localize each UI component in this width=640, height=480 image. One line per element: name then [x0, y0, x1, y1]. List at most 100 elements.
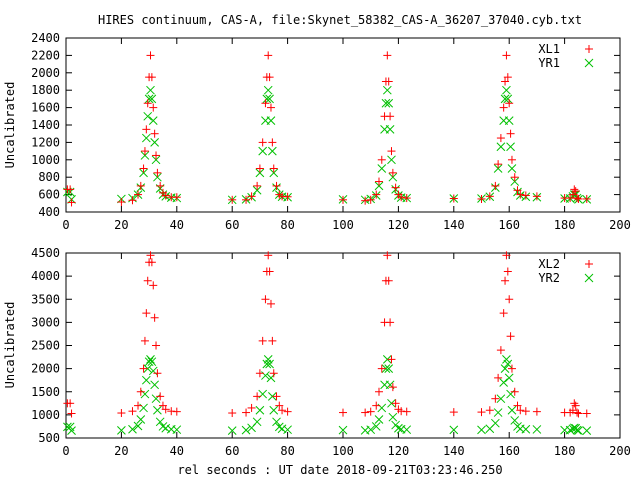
- top-point-xl1: [477, 194, 486, 203]
- bottom-point-yr2: [371, 422, 381, 431]
- bottom-point-xl2: [384, 276, 393, 285]
- top-point-xl1: [507, 155, 516, 164]
- bottom-point-xl2: [532, 407, 541, 416]
- bottom-point-yr2: [153, 405, 162, 415]
- top-legend-label-yr1: YR1: [538, 56, 560, 70]
- top-point-xl1: [386, 112, 395, 121]
- top-panel: Uncalibrated 400600800100012001400160018…: [3, 31, 631, 232]
- top-point-yr1: [388, 172, 398, 182]
- top-point-xl1: [247, 192, 256, 201]
- bottom-point-yr2: [582, 426, 592, 435]
- bottom-y-tick-label: 4000: [31, 269, 60, 283]
- bottom-point-yr2: [117, 426, 126, 435]
- top-point-xl1: [377, 155, 386, 164]
- bottom-point-yr2: [338, 425, 348, 435]
- bottom-point-xl2: [139, 364, 148, 373]
- bottom-point-xl2: [268, 336, 277, 345]
- top-point-yr1: [153, 172, 162, 182]
- top-point-xl1: [265, 73, 274, 82]
- bottom-point-xl2: [153, 369, 162, 378]
- top-point-xl1: [147, 73, 156, 82]
- top-point-xl1: [268, 138, 277, 147]
- bottom-point-xl2: [582, 409, 591, 418]
- bottom-point-yr2: [146, 355, 155, 364]
- bottom-point-xl2: [172, 407, 181, 416]
- bottom-y-tick-label: 3500: [31, 292, 60, 306]
- bottom-point-xl2: [494, 373, 503, 382]
- bottom-point-yr2: [252, 417, 262, 427]
- bottom-point-xl2: [265, 267, 274, 276]
- bottom-point-yr2: [143, 364, 153, 373]
- top-data-points: [63, 51, 592, 207]
- top-point-yr1: [377, 164, 387, 173]
- bottom-y-tick-label: 2000: [31, 362, 60, 376]
- top-point-xl1: [491, 181, 500, 190]
- bottom-legend-marker-yr2: [584, 273, 594, 283]
- top-point-xl1: [372, 190, 381, 199]
- bottom-point-yr2: [268, 392, 277, 401]
- top-y-tick-label: 800: [38, 170, 60, 184]
- chart-title: HIRES continuum, CAS-A, file:Skynet_5838…: [98, 13, 582, 27]
- bottom-point-xl2: [506, 332, 515, 341]
- top-point-xl1: [505, 99, 514, 108]
- top-point-xl1: [501, 77, 510, 86]
- bottom-point-xl2: [117, 409, 126, 418]
- bottom-y-tick-label: 3000: [31, 315, 60, 329]
- top-point-yr1: [141, 133, 151, 143]
- top-point-yr1: [510, 177, 520, 186]
- top-point-xl1: [516, 190, 525, 199]
- bottom-point-xl2: [491, 394, 500, 403]
- top-point-xl1: [574, 194, 583, 203]
- bottom-point-xl2: [128, 407, 137, 416]
- top-point-yr1: [252, 185, 262, 195]
- bottom-point-yr2: [133, 421, 143, 431]
- top-point-yr1: [502, 85, 511, 95]
- top-point-xl1: [272, 181, 281, 190]
- top-point-xl1: [506, 129, 515, 138]
- bottom-point-xl2: [136, 387, 145, 396]
- top-point-xl1: [383, 51, 392, 60]
- top-x-tick-label: 80: [280, 218, 294, 232]
- top-point-xl1: [242, 195, 251, 204]
- bottom-data-points: [63, 251, 592, 435]
- top-point-yr1: [266, 116, 276, 126]
- bottom-point-yr2: [144, 357, 154, 367]
- top-point-xl1: [150, 129, 159, 138]
- bottom-point-xl2: [366, 407, 375, 416]
- bottom-y-tick-label: 2500: [31, 339, 60, 353]
- bottom-point-xl2: [568, 406, 577, 415]
- top-point-xl1: [67, 198, 76, 207]
- top-point-xl1: [510, 173, 519, 182]
- bottom-point-xl2: [499, 309, 508, 318]
- top-x-tick-label: 160: [498, 218, 520, 232]
- bottom-point-xl2: [502, 251, 511, 260]
- top-y-tick-label: 600: [38, 188, 60, 202]
- bottom-point-yr2: [388, 412, 398, 422]
- bottom-point-yr2: [521, 424, 531, 434]
- bottom-point-yr2: [241, 425, 251, 435]
- bottom-point-xl2: [272, 392, 281, 401]
- bottom-point-yr2: [67, 426, 76, 435]
- top-point-yr1: [374, 181, 384, 191]
- bottom-y-axis-label: Uncalibrated: [3, 302, 17, 389]
- top-point-xl1: [502, 51, 511, 60]
- top-point-xl1: [449, 194, 458, 203]
- bottom-point-yr2: [141, 375, 151, 385]
- top-point-yr1: [503, 94, 513, 104]
- bottom-point-yr2: [158, 422, 168, 431]
- bottom-point-xl2: [375, 387, 384, 396]
- top-point-yr1: [148, 116, 158, 126]
- top-y-tick-label: 2400: [31, 31, 60, 45]
- bottom-y-tick-label: 500: [38, 431, 60, 445]
- top-point-yr1: [262, 94, 272, 104]
- top-point-xl1: [375, 177, 384, 186]
- top-point-xl1: [266, 103, 275, 112]
- bottom-point-xl2: [402, 407, 411, 416]
- bottom-legend-label-xl2: XL2: [538, 257, 560, 271]
- top-point-xl1: [66, 185, 75, 194]
- top-point-xl1: [143, 99, 152, 108]
- bottom-point-xl2: [503, 267, 512, 276]
- top-point-xl1: [283, 192, 292, 201]
- bottom-point-yr2: [504, 373, 514, 383]
- top-legend: XL1 YR1: [538, 42, 594, 70]
